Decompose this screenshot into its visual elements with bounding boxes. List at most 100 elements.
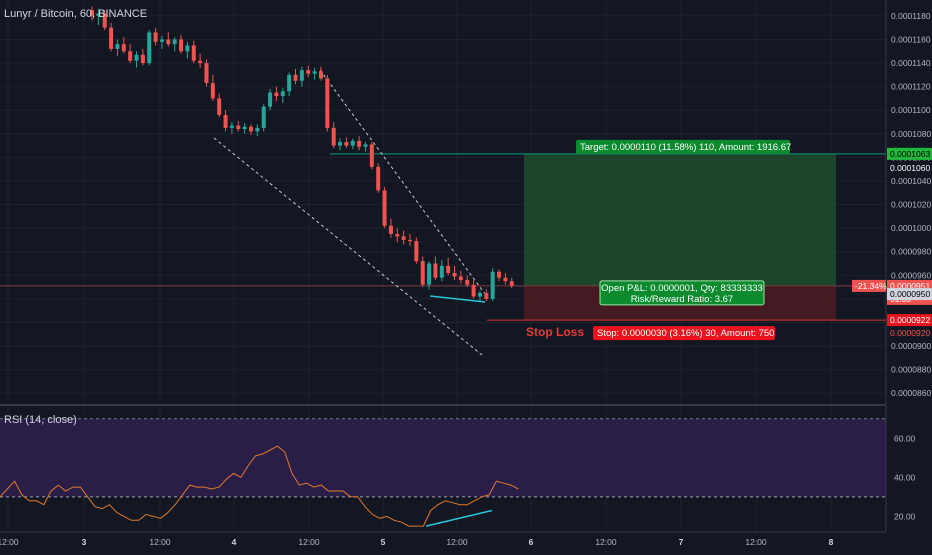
price-tick-label: 0.0001180 [891, 11, 931, 21]
candle-body [509, 281, 514, 286]
candle-body [408, 239, 412, 242]
price-tick-label: 0.0000980 [891, 247, 931, 257]
candle-body [503, 277, 508, 282]
candle-body [128, 51, 133, 61]
divergence-line-price [429, 295, 486, 303]
candle-body [465, 280, 470, 285]
stop-loss-text: Stop Loss [526, 325, 584, 339]
candle-body [293, 74, 298, 81]
pnl-line2: Risk/Reward Ratio: 3.67 [631, 294, 733, 305]
candle-body [376, 166, 381, 191]
candle-body [147, 32, 152, 64]
candle-body [439, 265, 444, 278]
candle-body [318, 71, 323, 79]
stop-label: Stop: 0.0000030 (3.16%) 30, Amount: 750 [597, 328, 774, 339]
rsi-title: RSI (14, close) [4, 414, 77, 426]
time-tick-label: 12:00 [745, 537, 767, 547]
time-tick-label: 4 [232, 537, 237, 547]
candle-body [497, 271, 502, 278]
stop-price-badge2: 0.0000920 [890, 328, 930, 338]
candle-body [140, 54, 145, 64]
candle-body [357, 140, 362, 147]
candle-body [179, 39, 184, 52]
candle-body [325, 78, 330, 128]
candle-body [452, 272, 457, 277]
divergence-line-rsi [425, 509, 493, 527]
candle-body [191, 45, 196, 61]
current-price-badge: 0.0000950 [890, 289, 930, 299]
candle-body [369, 144, 374, 167]
change-badge-bg [852, 279, 886, 292]
rsi-line [0, 445, 519, 527]
time-tick-label: 12:00 [446, 537, 468, 547]
stop-label-bg [593, 326, 775, 341]
time-tick-label: 8 [829, 537, 834, 547]
candle-body [471, 284, 476, 297]
candle-body [255, 127, 260, 132]
candle-body [229, 125, 234, 128]
candle-body [420, 261, 425, 285]
time-tick-label: 7 [679, 537, 684, 547]
price-tick-label: 0.0001120 [891, 82, 931, 92]
price-tick-label: 0.0001000 [891, 223, 931, 233]
price-axis-bg [886, 0, 932, 550]
candle-body [388, 225, 393, 235]
price-tick-label: 0.0000880 [891, 365, 931, 375]
target-zone [524, 153, 836, 286]
candle-body [312, 71, 317, 74]
candle-body [306, 70, 311, 74]
price-tick-label: 0.0001140 [891, 58, 931, 68]
price-tick-label: 0.0001160 [891, 34, 931, 44]
candle-body [153, 32, 158, 42]
candle-body [198, 60, 203, 64]
candle-body [210, 83, 215, 99]
candle-body [446, 265, 451, 273]
candle-body [204, 63, 209, 84]
candle-body [102, 13, 107, 28]
candle-body [274, 92, 279, 97]
time-tick-label: 12:00 [298, 537, 320, 547]
target-price-badge-bg [887, 147, 932, 160]
stop-price-badge2-bg [887, 327, 932, 340]
time-tick-label: 12:00 [149, 537, 171, 547]
candle-body [115, 44, 120, 49]
candle-body [401, 236, 406, 240]
price-tick-label: 0.0000860 [891, 388, 931, 398]
target-price-badge2: 0.0001060 [890, 163, 930, 173]
candle-body [382, 190, 387, 226]
candle-body [166, 39, 171, 45]
rsi-tick-label: 60.00 [894, 433, 916, 443]
entry-price-badge: 0.0000951 [890, 281, 930, 291]
time-tick-label: 5 [381, 537, 386, 547]
candle-body [134, 54, 139, 61]
candle-body [90, 10, 94, 16]
stop-price-badge-bg [887, 314, 932, 327]
candle-body [484, 292, 489, 299]
symbol-title: Lunyr / Bitcoin, 60, BINANCE [4, 8, 148, 20]
change-badge: -21.34% [855, 281, 887, 291]
candle-body [280, 91, 285, 97]
candle-body [395, 234, 400, 237]
candle-body [109, 27, 114, 49]
time-tick-label: 3 [82, 537, 87, 547]
time-tick-label: 12:00 [0, 537, 19, 547]
target-price-badge2-bg [887, 161, 932, 174]
target-price-badge: 0.0001063 [890, 149, 930, 159]
candle-body [236, 125, 241, 130]
candle-body [338, 142, 343, 146]
target-label-bg [576, 139, 790, 154]
rsi-band [0, 418, 886, 497]
pnl-line1: Open P&L: 0.0000001, Qty: 83333333 [601, 283, 763, 294]
candle-body [249, 126, 253, 132]
candle-body [427, 263, 432, 285]
candle-body [414, 241, 419, 262]
candle-body [96, 13, 101, 16]
candle-body [121, 44, 126, 52]
rsi-tick-label: 40.00 [894, 472, 916, 482]
trendline-upper [319, 69, 489, 299]
candle-body [242, 126, 247, 130]
price-tick-label: 0.0001080 [891, 129, 931, 139]
candle-body [331, 127, 336, 146]
